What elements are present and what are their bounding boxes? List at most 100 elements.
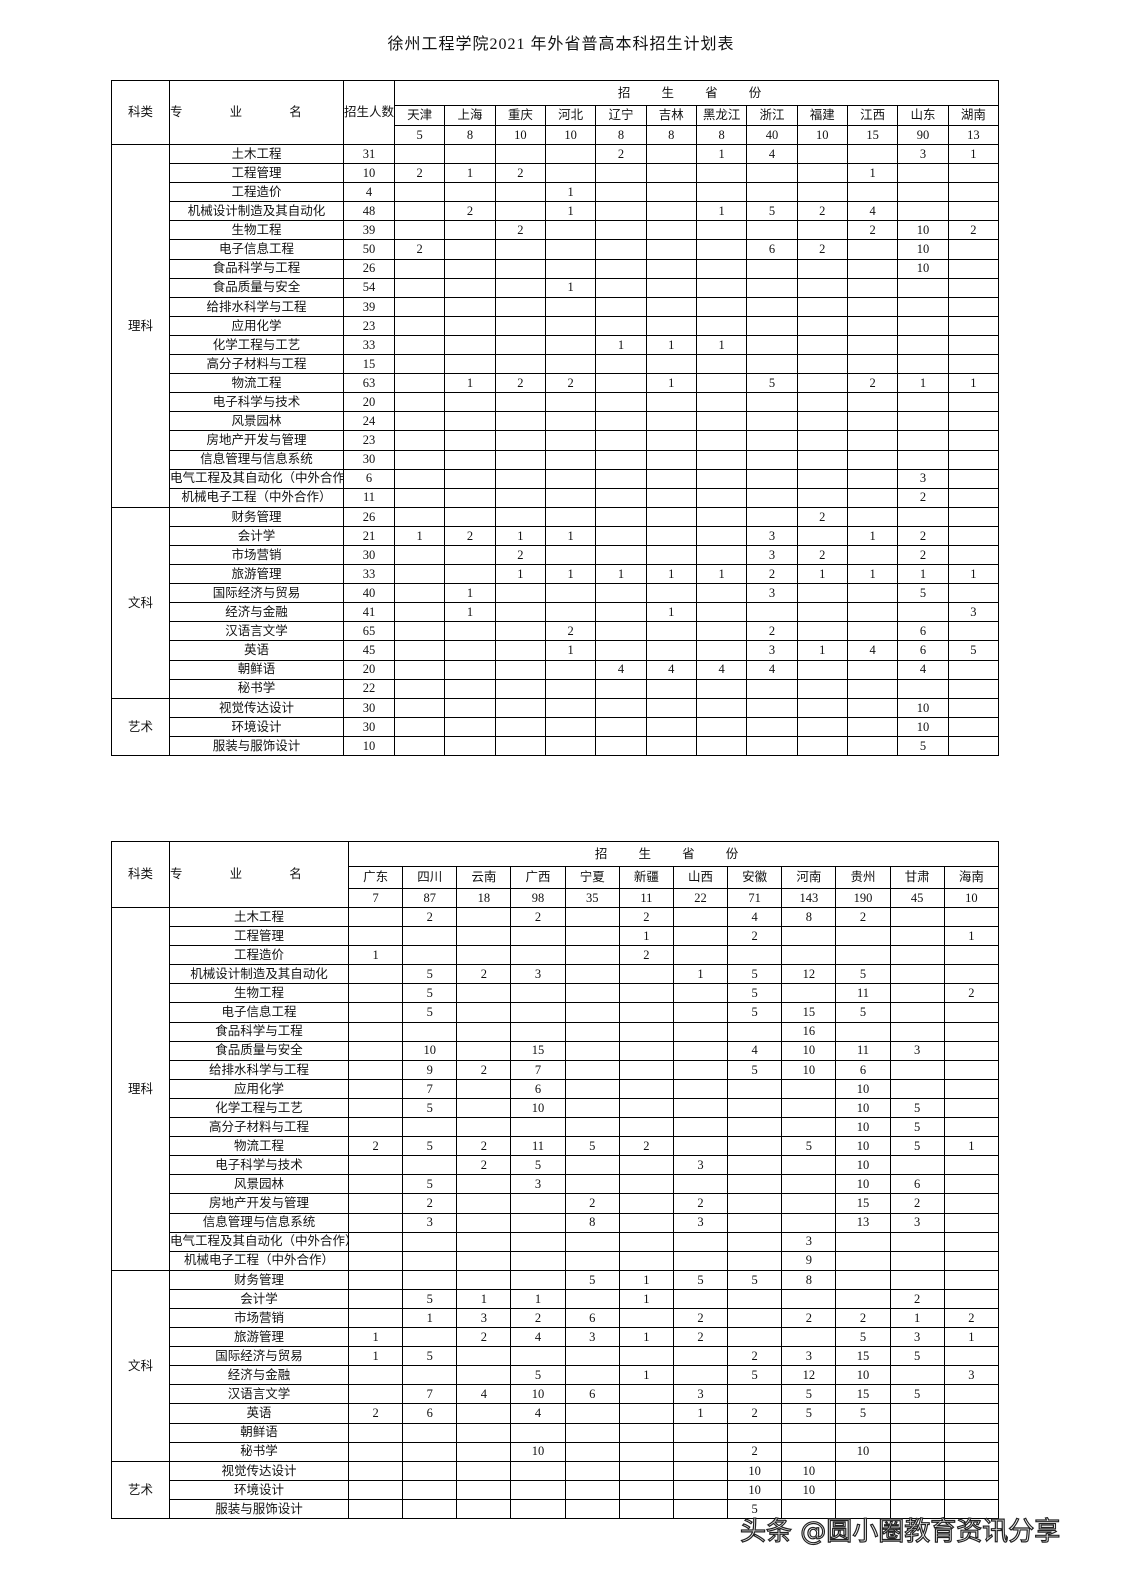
- quota-cell: [618, 1212, 674, 1233]
- table-row: 机械电子工程（中外合作） 11 2: [112, 487, 1000, 508]
- table-row: 艺术 视觉传达设计 10 10: [111, 1460, 1000, 1520]
- quota-cell: 2: [796, 239, 848, 260]
- quota-cell: 1: [618, 926, 674, 947]
- quota-cell: [796, 220, 848, 241]
- quota-cell: 1: [846, 525, 899, 546]
- quota-cell: 10: [727, 1460, 783, 1481]
- header-provinces: 招 生 省 份: [393, 80, 1000, 106]
- header-provinces: 招 生 省 份: [347, 841, 1000, 867]
- quota-cell: [595, 411, 647, 432]
- quota-cell: 10: [835, 1365, 891, 1386]
- table-row: 房地产开发与管理 2 2 2 15 2: [112, 1193, 1000, 1214]
- quota-cell: [456, 1078, 512, 1099]
- province-quota: 7: [347, 888, 404, 908]
- quota-cell: [347, 1441, 404, 1462]
- quota-cell: 10: [510, 1441, 566, 1462]
- quota-cell: [456, 926, 512, 947]
- province-name: 新疆: [618, 866, 674, 889]
- quota-cell: 1: [645, 602, 697, 623]
- major-name: 工程管理: [169, 926, 349, 947]
- quota-cell: [618, 1460, 674, 1481]
- quota-cell: [564, 1250, 620, 1271]
- quota-cell: [494, 697, 546, 718]
- quota-cell: [889, 1231, 945, 1252]
- table-row: 电气工程及其自动化（中外合作） 3: [112, 1231, 1000, 1252]
- major-name: 财务管理: [169, 1269, 349, 1290]
- quota-cell: 1: [595, 564, 647, 585]
- quota-cell: [796, 258, 848, 279]
- quota-cell: [444, 334, 496, 356]
- table-row: 理科 土木工程 2 2 2 4 8 2: [111, 906, 1000, 1271]
- quota-cell: 4: [897, 659, 949, 680]
- quota-cell: [746, 296, 798, 317]
- quota-cell: [510, 1346, 566, 1367]
- province-quota: 13: [947, 125, 1000, 145]
- quota-cell: [943, 1040, 1000, 1061]
- quota-cell: 4: [510, 1327, 566, 1348]
- quota-cell: [393, 640, 446, 661]
- quota-cell: 1: [695, 143, 748, 165]
- quota-cell: [897, 201, 949, 222]
- quota-cell: 2: [846, 220, 899, 241]
- major-name: 视觉传达设计: [169, 697, 344, 718]
- quota-cell: [564, 1117, 620, 1138]
- quota-cell: [595, 487, 647, 508]
- quota-cell: [444, 143, 496, 165]
- table-row: 环境设计 10 10: [112, 1479, 1000, 1500]
- quota-cell: [645, 468, 697, 489]
- table-row: 电子信息工程 5 5 15 5: [112, 1002, 1000, 1023]
- quota-cell: [494, 201, 546, 222]
- quota-cell: 4: [456, 1384, 512, 1405]
- table-row: 工程造价 4 1: [112, 182, 1000, 203]
- quota-cell: [796, 735, 848, 757]
- major-name: 服装与服饰设计: [169, 735, 344, 757]
- quota-cell: [796, 602, 848, 623]
- quota-cell: 5: [402, 1136, 458, 1157]
- quota-cell: 2: [947, 220, 1000, 241]
- quota-cell: [672, 1021, 729, 1042]
- quota-cell: [781, 926, 837, 947]
- quota-cell: 5: [835, 1002, 891, 1023]
- major-total: 65: [343, 621, 395, 642]
- quota-cell: [796, 430, 848, 451]
- quota-cell: 2: [943, 1307, 1000, 1329]
- quota-cell: [846, 182, 899, 203]
- watermark: 头条 @圆小圈教育资讯分享: [739, 1516, 1061, 1547]
- quota-cell: [645, 697, 697, 718]
- province-name: 云南: [456, 866, 512, 889]
- header-category: 科类: [111, 80, 170, 145]
- quota-cell: [695, 163, 748, 184]
- quota-cell: [846, 411, 899, 432]
- quota-cell: 7: [402, 1078, 458, 1099]
- quota-cell: [835, 945, 891, 966]
- quota-cell: [781, 1117, 837, 1138]
- quota-cell: [618, 1384, 674, 1405]
- quota-cell: [947, 392, 1000, 413]
- quota-cell: [564, 1174, 620, 1195]
- quota-cell: [835, 1288, 891, 1309]
- header-major: 专 业 名 称: [169, 841, 349, 908]
- quota-cell: [595, 220, 647, 241]
- quota-cell: [645, 525, 697, 546]
- province-quota: 10: [544, 125, 597, 145]
- quota-cell: 2: [727, 1403, 783, 1424]
- quota-cell: 1: [695, 564, 748, 585]
- quota-cell: [846, 392, 899, 413]
- quota-cell: [444, 506, 496, 527]
- quota-cell: [544, 506, 597, 527]
- quota-cell: [393, 220, 446, 241]
- quota-cell: [444, 678, 496, 699]
- quota-cell: [727, 1155, 783, 1176]
- quota-cell: [510, 1460, 566, 1481]
- major-name: 视觉传达设计: [169, 1460, 349, 1481]
- quota-cell: [347, 1155, 404, 1176]
- quota-cell: [846, 430, 899, 451]
- province-quota: 143: [781, 888, 837, 908]
- major-name: 给排水科学与工程: [169, 296, 344, 317]
- quota-cell: [672, 945, 729, 966]
- table-row: 环境设计 30 10: [112, 716, 1000, 737]
- quota-cell: 12: [781, 1365, 837, 1386]
- quota-cell: 10: [510, 1097, 566, 1119]
- quota-cell: [835, 1479, 891, 1500]
- quota-cell: 2: [456, 1327, 512, 1348]
